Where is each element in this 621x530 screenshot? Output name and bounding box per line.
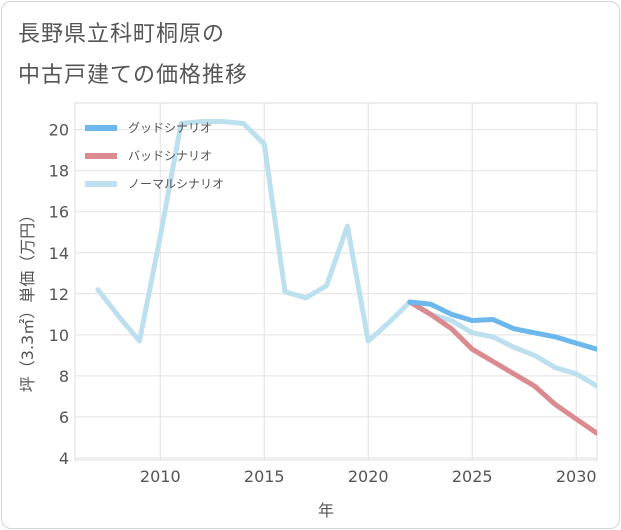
- y-tick-label: 12: [49, 285, 69, 304]
- series-line-bad: [407, 299, 597, 436]
- y-tick-label: 4: [59, 449, 69, 468]
- y-tick-label: 16: [49, 203, 69, 222]
- series-line-normal: [95, 119, 597, 389]
- y-tick-label: 18: [49, 162, 69, 181]
- legend-label-good: グッドシナリオ: [128, 121, 212, 135]
- x-tick-label: 2015: [244, 467, 285, 486]
- y-tick-label: 14: [49, 244, 69, 263]
- x-tick-label: 2020: [348, 467, 389, 486]
- series-line-good: [407, 299, 597, 352]
- chart-title-line-2: 中古戸建ての価格推移: [18, 63, 249, 88]
- y-tick-label: 10: [49, 326, 69, 345]
- y-tick-label: 20: [49, 121, 69, 140]
- chart-title-line-1: 長野県立科町桐原の: [18, 22, 226, 47]
- x-tick-label: 2025: [452, 467, 493, 486]
- x-axis-label: 年: [318, 501, 334, 520]
- series-group: [95, 119, 597, 436]
- x-tick-label: 2030: [556, 467, 597, 486]
- y-tick-label: 8: [59, 367, 69, 386]
- y-tick-label: 6: [59, 408, 69, 427]
- plot-frame: [74, 102, 598, 461]
- legend-label-normal: ノーマルシナリオ: [128, 177, 224, 191]
- y-axis-label: 坪（3.3㎡）単価（万円）: [18, 207, 37, 392]
- legend-label-bad: バッドシナリオ: [128, 149, 212, 163]
- x-tick-label: 2010: [140, 467, 181, 486]
